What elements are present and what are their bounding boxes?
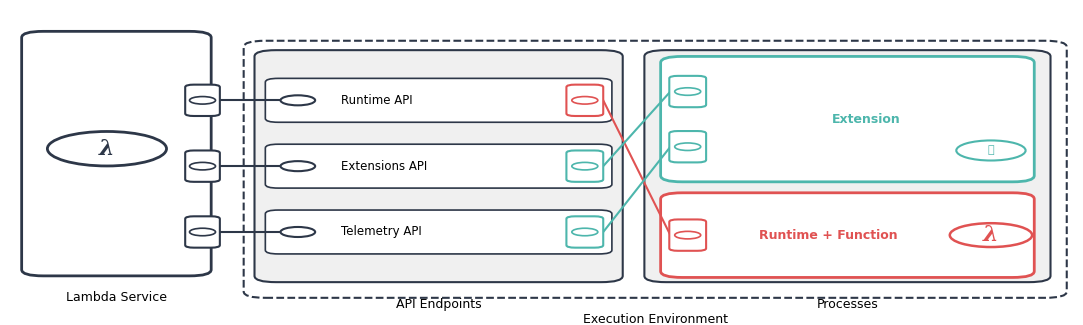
Text: Execution Environment: Execution Environment [583, 313, 728, 325]
Text: λ: λ [983, 224, 999, 246]
FancyBboxPatch shape [185, 84, 220, 116]
Circle shape [675, 143, 701, 150]
FancyBboxPatch shape [669, 76, 706, 107]
Circle shape [190, 97, 216, 104]
Circle shape [572, 162, 598, 170]
FancyBboxPatch shape [644, 50, 1051, 282]
FancyBboxPatch shape [669, 131, 706, 162]
Text: Lambda Service: Lambda Service [66, 291, 167, 304]
Circle shape [48, 132, 167, 166]
FancyBboxPatch shape [255, 50, 623, 282]
Circle shape [190, 162, 216, 170]
Circle shape [572, 97, 598, 104]
Circle shape [956, 140, 1026, 161]
FancyBboxPatch shape [185, 216, 220, 248]
Text: λ: λ [100, 138, 115, 160]
Circle shape [280, 95, 315, 105]
FancyBboxPatch shape [566, 150, 603, 182]
Text: Telemetry API: Telemetry API [341, 226, 422, 239]
Text: Runtime + Function: Runtime + Function [759, 228, 898, 241]
Circle shape [950, 223, 1032, 247]
Circle shape [675, 231, 701, 239]
FancyBboxPatch shape [669, 219, 706, 251]
Text: ⏻: ⏻ [988, 146, 994, 155]
Circle shape [190, 228, 216, 236]
Text: Extension: Extension [832, 113, 900, 126]
FancyBboxPatch shape [22, 31, 211, 276]
Circle shape [280, 161, 315, 171]
FancyBboxPatch shape [566, 84, 603, 116]
Text: Runtime API: Runtime API [341, 94, 413, 107]
Circle shape [280, 227, 315, 237]
FancyBboxPatch shape [566, 216, 603, 248]
Text: Extensions API: Extensions API [341, 160, 428, 173]
FancyBboxPatch shape [661, 193, 1034, 278]
FancyBboxPatch shape [265, 144, 612, 188]
FancyBboxPatch shape [185, 150, 220, 182]
FancyBboxPatch shape [265, 210, 612, 254]
Text: API Endpoints: API Endpoints [395, 298, 482, 311]
Circle shape [675, 88, 701, 95]
FancyBboxPatch shape [661, 57, 1034, 182]
FancyBboxPatch shape [265, 78, 612, 122]
Circle shape [572, 228, 598, 236]
Text: Processes: Processes [817, 298, 878, 311]
